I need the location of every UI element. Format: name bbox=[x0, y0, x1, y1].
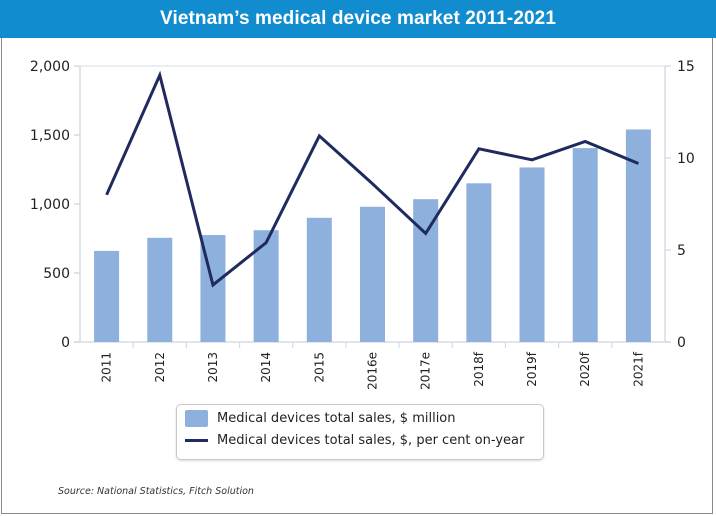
bar bbox=[572, 148, 598, 342]
x-tick-label: 2015 bbox=[312, 352, 326, 383]
bar bbox=[519, 167, 545, 342]
line-series bbox=[105, 70, 639, 288]
x-tick-label: 2014 bbox=[259, 352, 273, 383]
left-tick-label: 1,500 bbox=[30, 128, 70, 144]
bar-series bbox=[94, 129, 651, 342]
axes bbox=[74, 65, 671, 348]
chart-plot: 0 500 1,000 1,500 2,000 0 5 10 15 2011 2012 2013 201… bbox=[30, 59, 695, 390]
right-tick-label: 15 bbox=[677, 59, 695, 75]
chart-title: Vietnam’s medical device market 2011-202… bbox=[0, 0, 716, 38]
left-tick-label: 1,000 bbox=[30, 197, 70, 213]
x-tick-label: 2016e bbox=[366, 352, 380, 390]
x-tick-label: 2017e bbox=[419, 352, 433, 390]
bar bbox=[466, 183, 492, 342]
bar bbox=[253, 230, 279, 342]
source-note: Source: National Statistics, Fitch Solut… bbox=[58, 486, 254, 497]
x-tick-label: 2011 bbox=[100, 352, 114, 383]
bar bbox=[306, 217, 332, 342]
x-tick-label: 2020f bbox=[578, 351, 592, 387]
legend-item-bars: Medical devices total sales, $ million bbox=[185, 410, 456, 427]
x-tick-label: 2019f bbox=[525, 351, 539, 387]
legend: Medical devices total sales, $ million M… bbox=[176, 404, 544, 460]
x-tick-label: 2012 bbox=[153, 352, 167, 383]
bar bbox=[147, 237, 173, 342]
x-tick-label: 2013 bbox=[206, 352, 220, 383]
bar bbox=[625, 129, 651, 342]
legend-label-bars: Medical devices total sales, $ million bbox=[217, 411, 456, 426]
legend-line-swatch bbox=[185, 439, 208, 442]
x-tick-label: 2018f bbox=[472, 351, 486, 387]
right-tick-label: 0 bbox=[677, 335, 686, 351]
left-tick-label: 0 bbox=[61, 335, 70, 351]
left-tick-label: 2,000 bbox=[30, 59, 70, 75]
legend-item-line: Medical devices total sales, $, per cent… bbox=[185, 433, 524, 448]
left-tick-label: 500 bbox=[43, 266, 70, 282]
bar bbox=[360, 206, 385, 342]
bar bbox=[94, 250, 120, 342]
tick-labels: 0 500 1,000 1,500 2,000 0 5 10 15 2011 2012 2013 201… bbox=[30, 59, 695, 390]
right-tick-label: 5 bbox=[677, 243, 686, 259]
right-tick-label: 10 bbox=[677, 151, 695, 167]
x-tick-label: 2021f bbox=[631, 351, 645, 387]
legend-label-line: Medical devices total sales, $, per cent… bbox=[217, 433, 525, 448]
legend-bar-swatch bbox=[185, 410, 208, 427]
